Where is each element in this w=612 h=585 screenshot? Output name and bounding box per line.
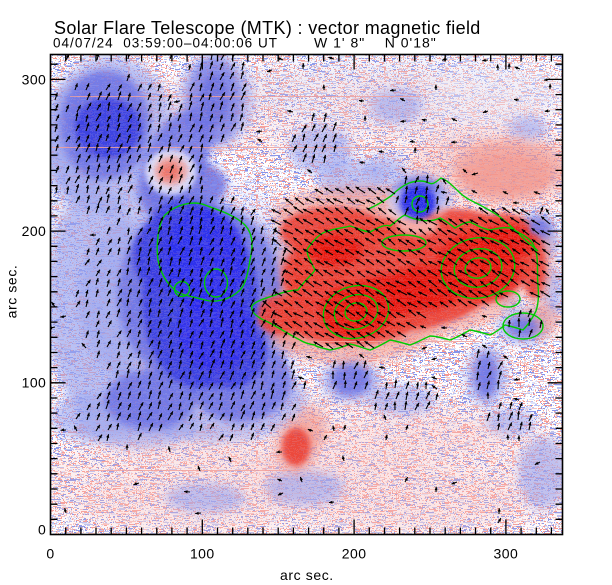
svg-text:04/07/24 03:59:00–04:00:06 UT: 04/07/24 03:59:00–04:00:06 UT [53,36,278,51]
svg-text:200: 200 [342,546,367,562]
svg-text:0: 0 [38,521,46,537]
svg-text:200: 200 [22,223,47,239]
svg-text:arc sec.: arc sec. [280,567,334,583]
svg-text:100: 100 [190,546,215,562]
svg-text:arc sec.: arc sec. [4,265,20,319]
svg-text:0: 0 [46,546,54,562]
svg-text:300: 300 [494,546,519,562]
svg-text:300: 300 [22,71,47,87]
svg-text:W 1' 8" N 0'18": W 1' 8" N 0'18" [314,35,437,51]
svg-text:100: 100 [22,375,47,391]
svg-text:Solar Flare Telescope (MTK) :: Solar Flare Telescope (MTK) : vector mag… [54,18,481,38]
